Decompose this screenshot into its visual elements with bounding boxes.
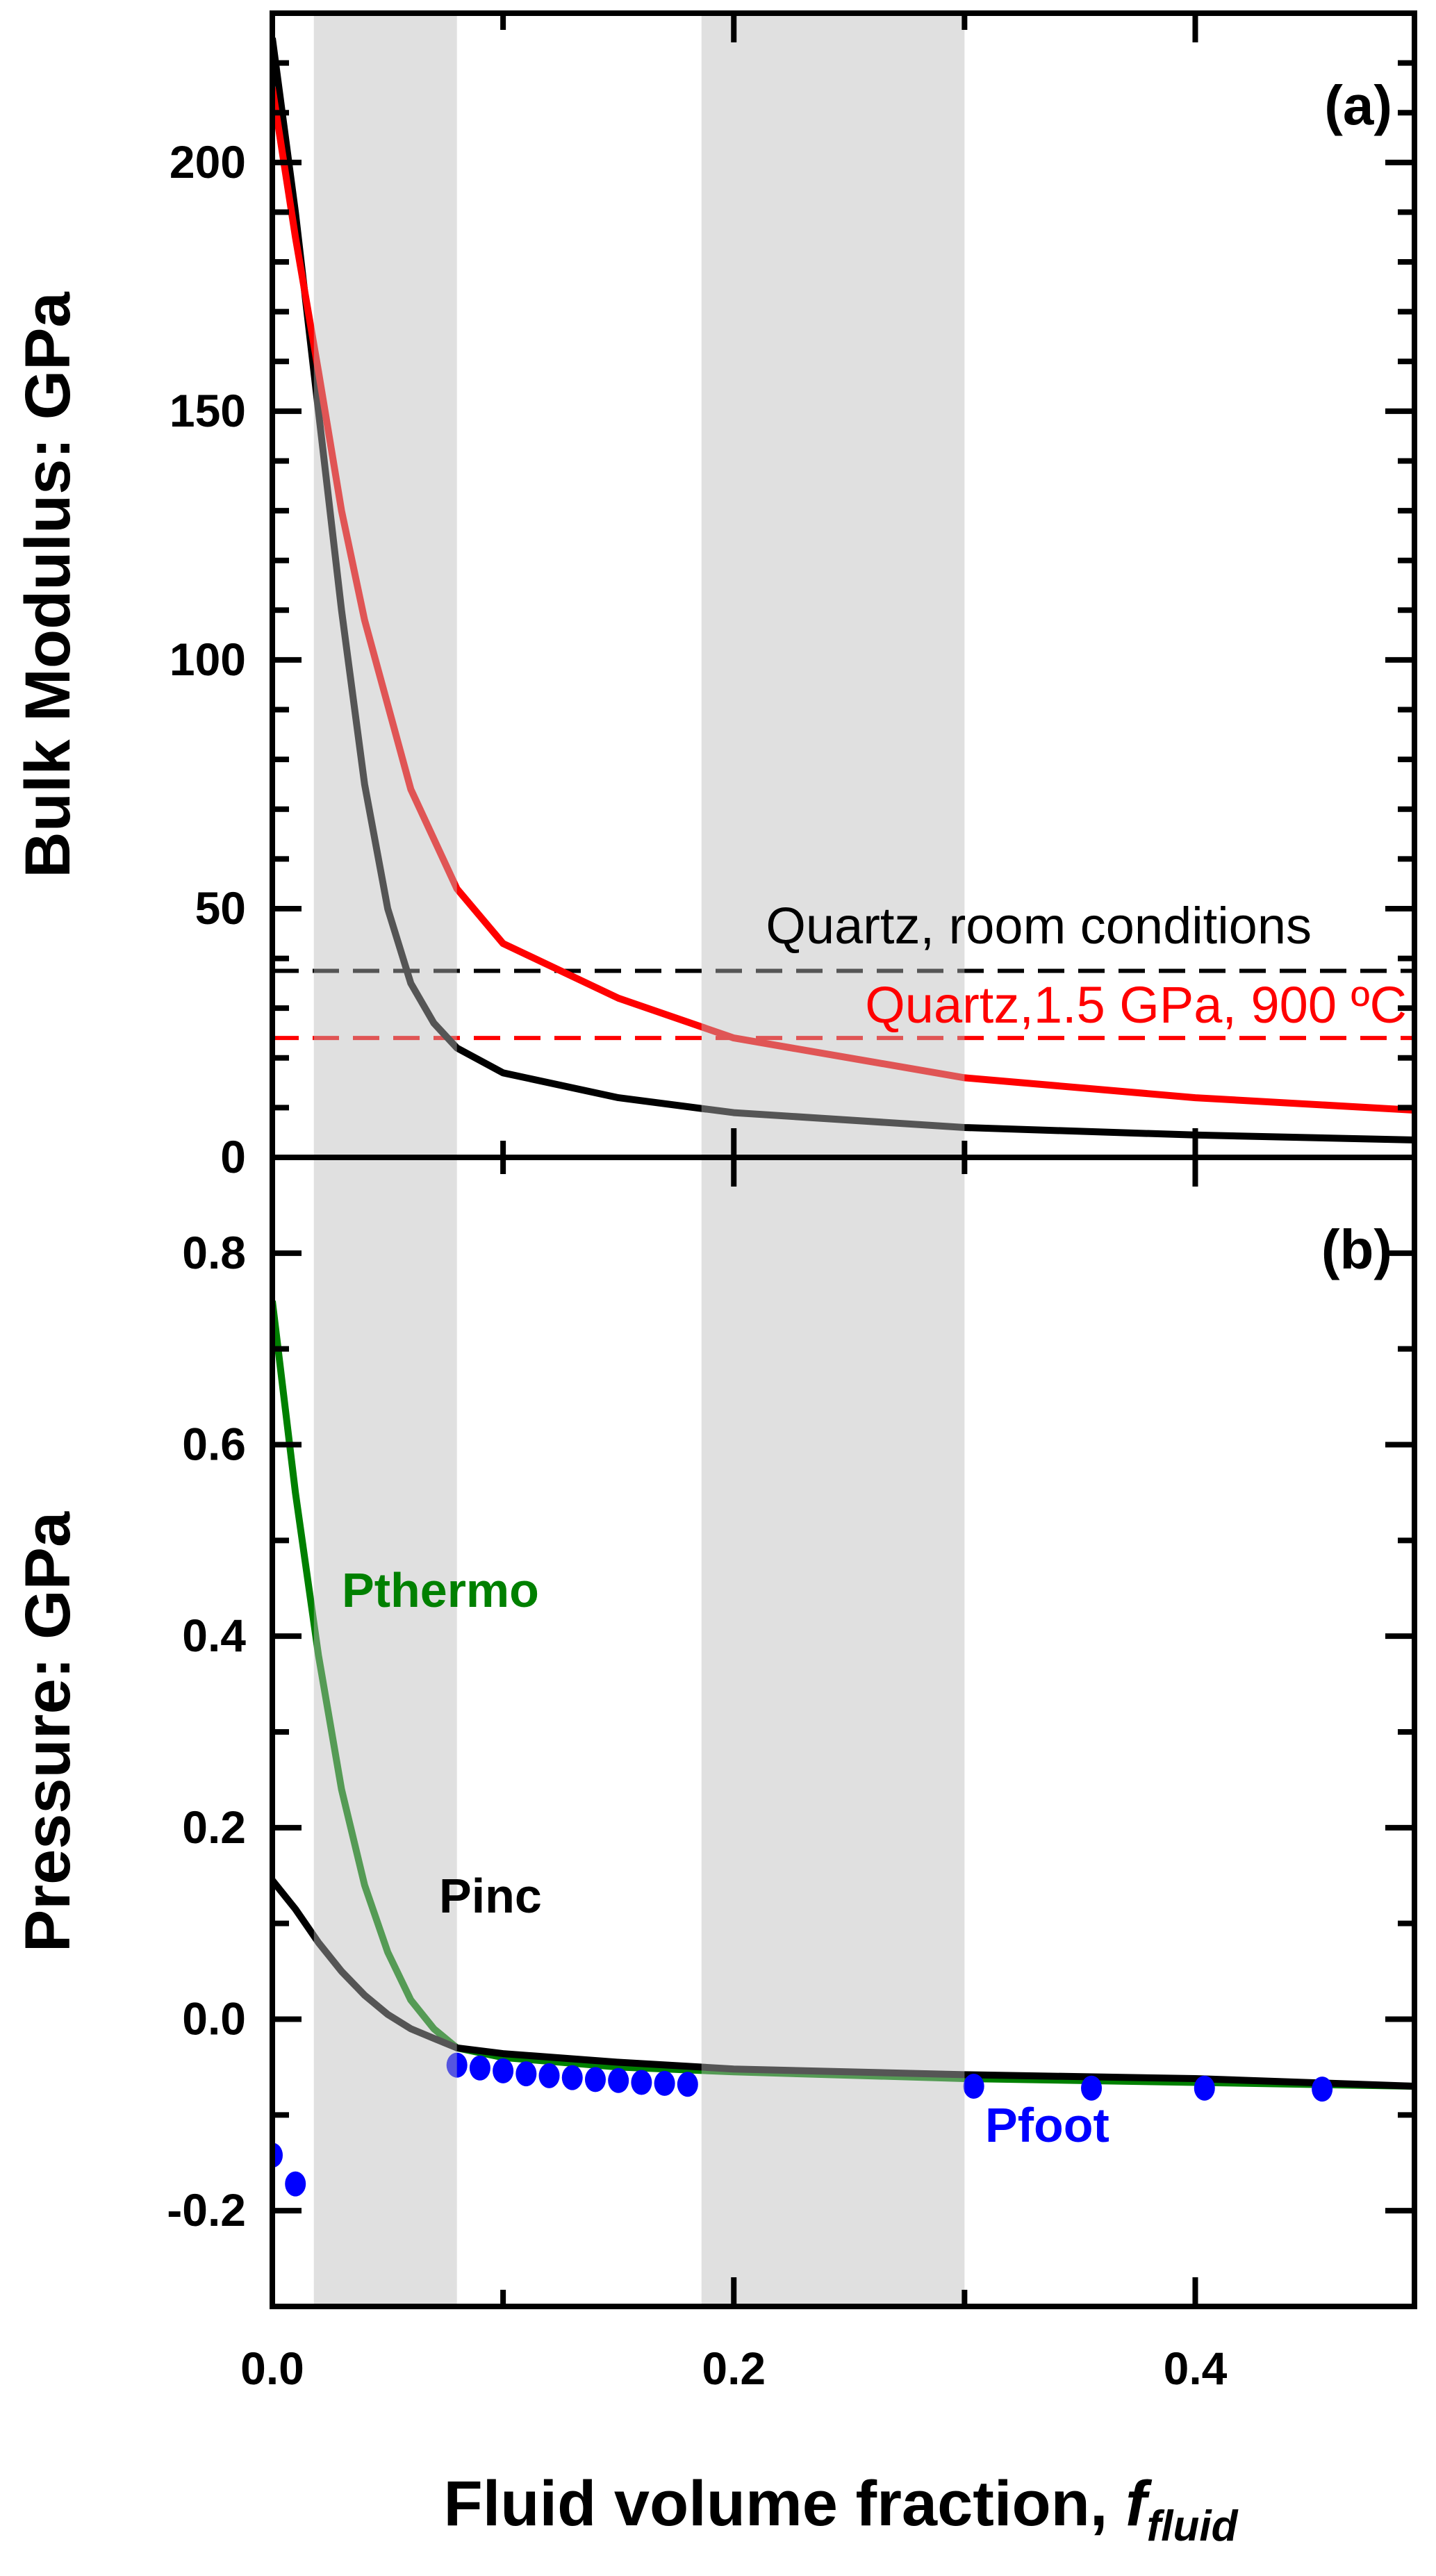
hline-label-room: Quartz, room conditions (766, 897, 1312, 955)
y-tick-label: 200 (170, 136, 246, 188)
data-point-Pfoot (631, 2070, 652, 2095)
data-point-Pfoot (446, 2052, 468, 2078)
data-point-Pfoot (515, 2061, 537, 2087)
y-tick-label: 0.4 (182, 1610, 246, 1661)
y-tick-label: 0.6 (182, 1419, 246, 1470)
series-label-pinc: Pinc (439, 1869, 542, 1923)
data-point-Pfoot (469, 2055, 490, 2081)
series-line-Pinc (272, 1878, 1414, 2090)
shaded-range-0 (313, 13, 457, 1157)
data-point-Pfoot (1081, 2075, 1103, 2101)
series-label-pthermo: Pthermo (342, 1563, 539, 1617)
shaded-range-1 (701, 1157, 965, 2306)
data-point-Pfoot (677, 2072, 698, 2097)
x-axis-label-main: Fluid volume fraction, (444, 2468, 1125, 2539)
shaded-range-1 (701, 13, 965, 1157)
data-point-Pfoot (963, 2073, 984, 2099)
series-line-Pthermo (272, 1301, 1414, 2090)
y-tick-label: 50 (195, 882, 246, 934)
y-axis-label-b: Pressure: GPa (13, 1511, 83, 1952)
panel-b: -0.2 0.0 0.2 0.4 0.6 0.8 0.0 0.2 0.4 (b) Pthermo Pi… (167, 1155, 1417, 2394)
panel-a: 0 50 100 150 200 (a) Quartz, room conditions Qu… (170, 10, 1417, 1182)
plot-area (272, 1157, 1414, 2306)
x-tick-label: 0.2 (702, 2343, 766, 2394)
hline-label-high-pt: Quartz,1.5 GPa, 900 ºC (865, 976, 1407, 1034)
data-point-Pfoot (584, 2067, 606, 2092)
y-tick-label: 0.2 (182, 1801, 246, 1853)
data-point-Pfoot (561, 2065, 583, 2090)
x-tick-label: 0.4 (1164, 2343, 1228, 2394)
shaded-range-0 (313, 1157, 457, 2306)
y-tick-label: 100 (170, 634, 246, 685)
y-axis-label-a: Bulk Modulus: GPa (13, 291, 83, 877)
panel-label: (b) (1321, 1219, 1392, 1280)
x-axis-label-sub: fluid (1147, 2502, 1239, 2550)
series-label-pfoot: Pfoot (985, 2098, 1109, 2152)
panel-label: (a) (1324, 74, 1392, 136)
data-point-Pfoot (654, 2070, 675, 2096)
x-axis-label: Fluid volume fraction, ffluid (444, 2468, 1239, 2550)
data-point-Pfoot (538, 2063, 560, 2088)
series-line-1 (272, 87, 1414, 1114)
plot-area (272, 13, 1414, 1157)
y-tick-label: 0 (220, 1131, 246, 1182)
y-tick-label: 0.8 (182, 1227, 246, 1278)
series-line-0 (272, 38, 1414, 1143)
x-tick-label: 0.0 (240, 2343, 304, 2394)
data-point-Pfoot (1312, 2077, 1333, 2102)
data-point-Pfoot (1194, 2075, 1215, 2101)
y-tick-label: 150 (170, 385, 246, 436)
data-point-Pfoot (493, 2058, 514, 2083)
y-tick-label: 0.0 (182, 1993, 246, 2045)
data-point-Pfoot (285, 2171, 306, 2197)
y-tick-label: -0.2 (167, 2184, 246, 2236)
data-point-Pfoot (608, 2067, 629, 2093)
